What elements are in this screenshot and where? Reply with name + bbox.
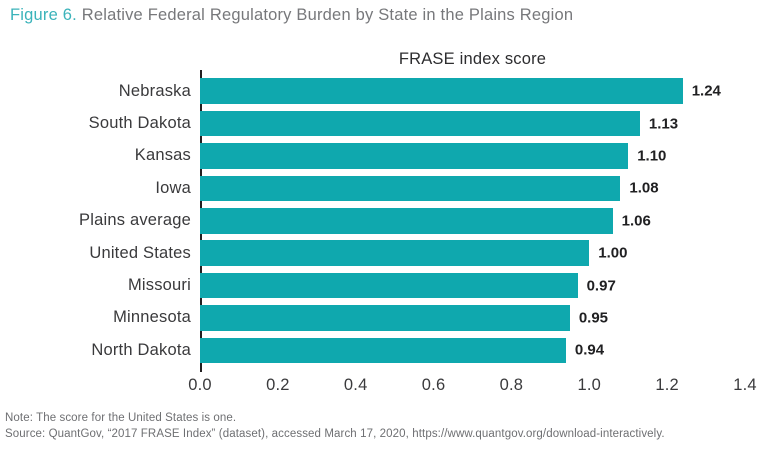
bar-row-missouri: Missouri 0.97 [0,269,745,301]
x-tick-label-1-4: 1.4 [733,376,757,394]
bar-row-minnesota: Minnesota 0.95 [0,302,745,334]
value-label-minnesota: 0.95 [578,309,609,327]
bar-track-kansas: 1.10 [200,143,745,169]
bar-united-states [200,240,590,266]
bar-track-north-dakota: 0.94 [200,337,745,364]
category-label-kansas: Kansas [134,146,191,165]
bar-minnesota [200,305,570,331]
value-label-south-dakota: 1.13 [648,115,679,133]
category-label-south-dakota: South Dakota [88,114,191,133]
value-label-kansas: 1.10 [637,147,667,165]
category-label-nebraska: Nebraska [118,81,191,100]
x-tick-label-0-2: 0.2 [266,376,290,394]
x-tick-label-1-2: 1.2 [655,376,679,394]
bar-iowa [200,175,621,202]
x-tick-label-0-6: 0.6 [421,376,446,394]
bar-row-plains-average: Plains average 1.06 [0,205,745,237]
bar-south-dakota [200,110,640,137]
figure-number-label: Figure 6. [10,6,77,24]
note-text: Note: The score for the United States is… [5,412,237,424]
category-label-united-states: United States [89,243,191,262]
category-label-missouri: Missouri [127,276,191,295]
category-label-iowa: Iowa [155,178,191,197]
value-label-missouri: 0.97 [586,277,616,295]
bar-north-dakota [200,337,566,364]
bar-track-plains-average: 1.06 [200,208,745,234]
footer: Note: The score for the United States is… [5,411,665,442]
x-tick-label-1-0: 1.0 [577,376,602,394]
bar-row-north-dakota: North Dakota 0.94 [0,334,745,366]
x-tick-label-0-0: 0.0 [188,376,212,394]
bar-rows: Nebraska 1.24 South Dakota 1.13 Kansas 1.10 Io… [0,75,745,367]
value-label-nebraska: 1.24 [691,82,721,100]
bar-missouri [200,272,578,299]
category-label-minnesota: Minnesota [113,308,191,327]
bar-nebraska [200,78,683,104]
category-label-plains-average: Plains average [79,211,191,230]
value-label-united-states: 1.00 [598,244,628,262]
bar-kansas [200,143,629,169]
value-label-iowa: 1.08 [629,179,659,197]
source-text: Source: QuantGov, “2017 FRASE Index” (da… [5,427,665,440]
bar-track-iowa: 1.08 [200,175,745,202]
bar-plains-average [200,208,613,234]
bar-track-nebraska: 1.24 [200,78,745,104]
x-tick-label-0-4: 0.4 [343,376,368,394]
bar-row-kansas: Kansas 1.10 [0,140,745,172]
plot-area: Nebraska 1.24 South Dakota 1.13 Kansas 1.10 Io… [0,70,745,372]
bar-track-south-dakota: 1.13 [200,110,745,137]
bar-row-united-states: United States 1.00 [0,237,745,269]
bar-track-united-states: 1.00 [200,240,745,266]
bar-row-iowa: Iowa 1.08 [0,172,745,204]
value-label-north-dakota: 0.94 [574,341,605,359]
chart-title: FRASE index score [398,50,547,68]
bar-row-south-dakota: South Dakota 1.13 [0,107,745,139]
x-tick-label-0-8: 0.8 [499,376,524,394]
bar-track-minnesota: 0.95 [200,305,745,331]
x-axis: 0.0 0.2 0.4 0.6 0.8 1.0 1.2 1.4 [188,376,756,398]
bar-track-missouri: 0.97 [200,272,745,299]
figure-title: Figure 6. Relative Federal Regulatory Bu… [10,6,573,25]
category-label-north-dakota: North Dakota [91,340,191,359]
bar-row-nebraska: Nebraska 1.24 [0,75,745,107]
value-label-plains-average: 1.06 [621,212,651,230]
figure-title-text: Relative Federal Regulatory Burden by St… [76,6,574,24]
